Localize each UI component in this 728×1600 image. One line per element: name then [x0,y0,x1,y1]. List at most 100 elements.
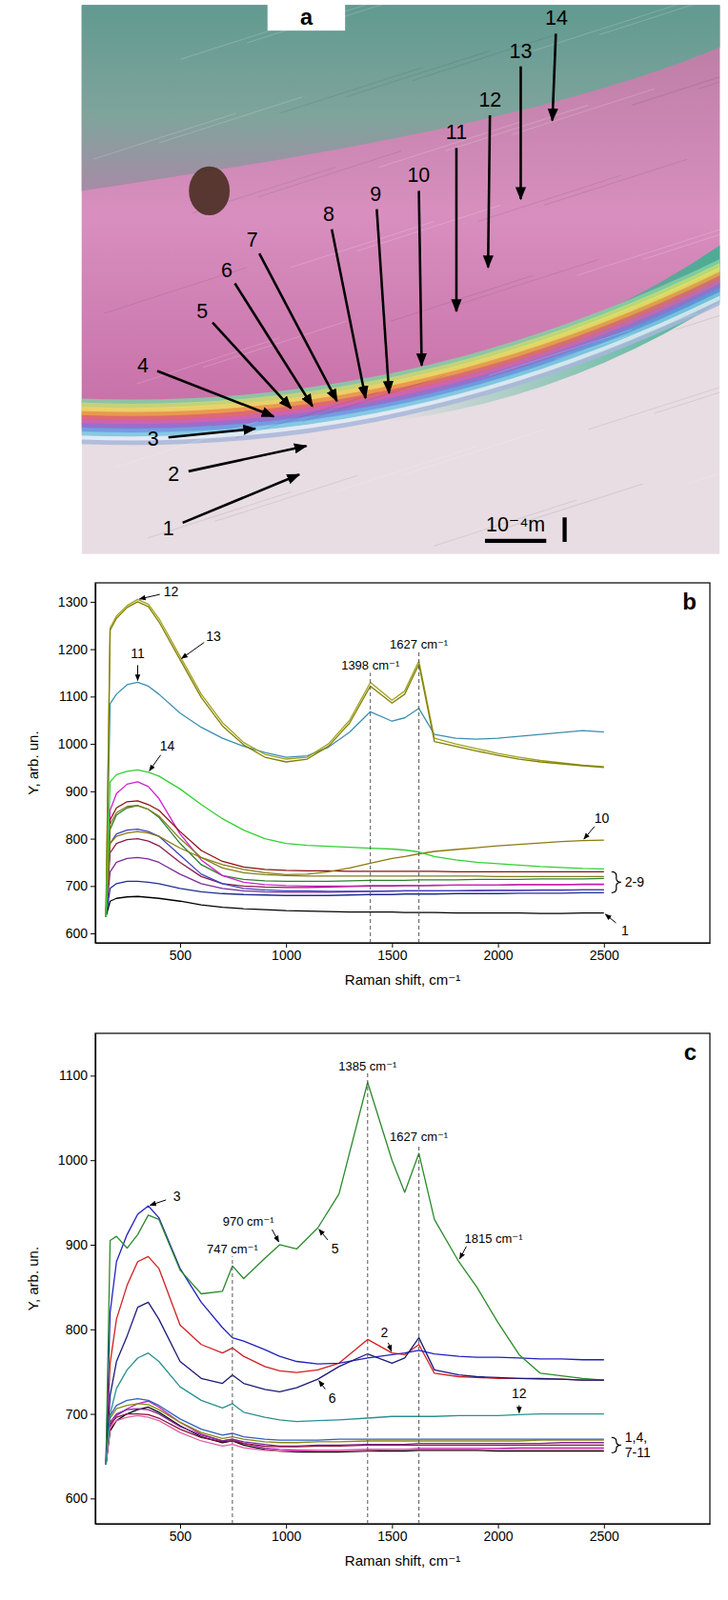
chart-panel: 5001000150020002500600700800900100011001… [24,583,711,989]
label-arrow [139,594,160,600]
scratch [544,159,688,205]
y-tick-label: 800 [65,1322,89,1338]
x-tick-label: 500 [169,948,193,964]
point-arrow [552,33,557,121]
spectrum-line [105,599,605,917]
x-tick: 1000 [271,943,302,964]
scratch [137,338,281,385]
spectrum-line [105,1302,605,1465]
point-label: 1 [162,517,175,541]
x-tick: 1500 [377,1524,407,1545]
curve-label: 12 [163,584,180,600]
label-arrow [518,1405,520,1414]
y-tick: 600 [65,926,96,942]
micrograph-panel: a123456789101112131410⁻⁴m [60,0,728,555]
scratch [631,59,720,105]
label-arrow [605,914,616,924]
y-tick-label: 700 [65,1407,89,1423]
x-axis-line [96,1524,711,1526]
y-axis-title: Y, arb. un. [24,1247,41,1312]
peak-label: 747 cm⁻¹ [206,1242,259,1257]
plot-frame [95,1033,710,1525]
spectrum-line [105,782,605,918]
x-axis-title: Raman shift, cm⁻¹ [344,971,461,989]
spectrum-line [105,1083,605,1466]
panel-label: a [300,4,314,30]
y-tick: 800 [65,1322,96,1338]
peak-label: 1385 cm⁻¹ [338,1059,398,1074]
spectrum-line [105,1399,605,1466]
y-tick: 1000 [58,736,96,752]
peak-label: 1627 cm⁻¹ [389,637,449,652]
curve-label: 6 [328,1391,337,1407]
spectrum-line [105,1415,605,1466]
scale-bar-label: 10⁻⁴m [485,513,546,537]
point-label: 6 [221,259,233,283]
curve-label: 12 [511,1386,527,1402]
x-tick-label: 2500 [589,948,620,964]
scratch [93,113,237,160]
x-axis-title: Raman shift, cm⁻¹ [344,1553,461,1570]
y-tick-mark [90,1245,96,1247]
point-label: 9 [369,182,382,206]
scratch [246,4,390,43]
scratch [302,375,445,422]
scratch [379,121,523,168]
y-tick-mark [90,1415,96,1416]
label-arrow [182,643,205,660]
curve-label: 10 [594,810,610,827]
x-tick-label: 1000 [271,1529,302,1545]
x-tick: 500 [169,943,193,964]
x-axis-line [96,943,711,945]
particle [188,166,230,216]
label-arrow [137,665,139,681]
y-axis: 60070080090010001100 [58,1034,97,1526]
y-tick-label: 1100 [59,1068,88,1084]
curve-label: 2 [380,1325,388,1341]
y-tick-label: 1200 [58,642,88,658]
group-label: 2-9 [625,874,645,890]
y-tick: 1300 [58,594,96,610]
peak-label: 970 cm⁻¹ [222,1214,275,1230]
curve-label: 1 [621,923,629,939]
label-arrow [150,1200,167,1207]
group-label-line: 1,4, [625,1430,648,1446]
scratch [587,384,720,430]
point-label: 7 [246,228,259,252]
plot-area [105,599,605,917]
y-tick-label: 600 [65,1491,89,1507]
point-arrow [157,370,274,417]
peak-label: 1815 cm⁻¹ [464,1232,524,1247]
spectrum-line [105,806,605,918]
point-arrow [419,190,423,365]
y-tick: 700 [65,1407,96,1423]
group-bracket [611,871,622,893]
y-tick-mark [90,602,96,604]
spectrum-line [105,896,605,917]
spectrum-line [105,1401,605,1466]
y-tick-mark [90,1075,96,1077]
label-arrow [387,1343,391,1353]
scratch [389,275,533,322]
y-tick: 800 [65,831,96,848]
point-arrow [188,445,307,472]
plot-frame [95,583,710,944]
group-label-line: 7-11 [625,1445,651,1461]
label-arrow [319,1381,326,1391]
scratch [654,367,721,414]
y-tick-mark [90,696,96,698]
label-arrow [319,1230,328,1241]
x-tick-label: 2500 [589,1529,620,1545]
label-arrow [149,755,162,772]
curve-label: 5 [331,1241,340,1257]
y-tick-label: 800 [65,831,89,848]
interference-fringe [81,295,721,444]
point-arrow [259,253,337,402]
y-tick-label: 1100 [59,688,88,705]
spectrum-line [105,1206,605,1466]
x-tick: 2000 [484,1524,514,1545]
y-axis-line [95,1034,97,1526]
point-arrow [487,115,490,268]
scratch [698,42,721,89]
y-tick-mark [90,744,96,746]
